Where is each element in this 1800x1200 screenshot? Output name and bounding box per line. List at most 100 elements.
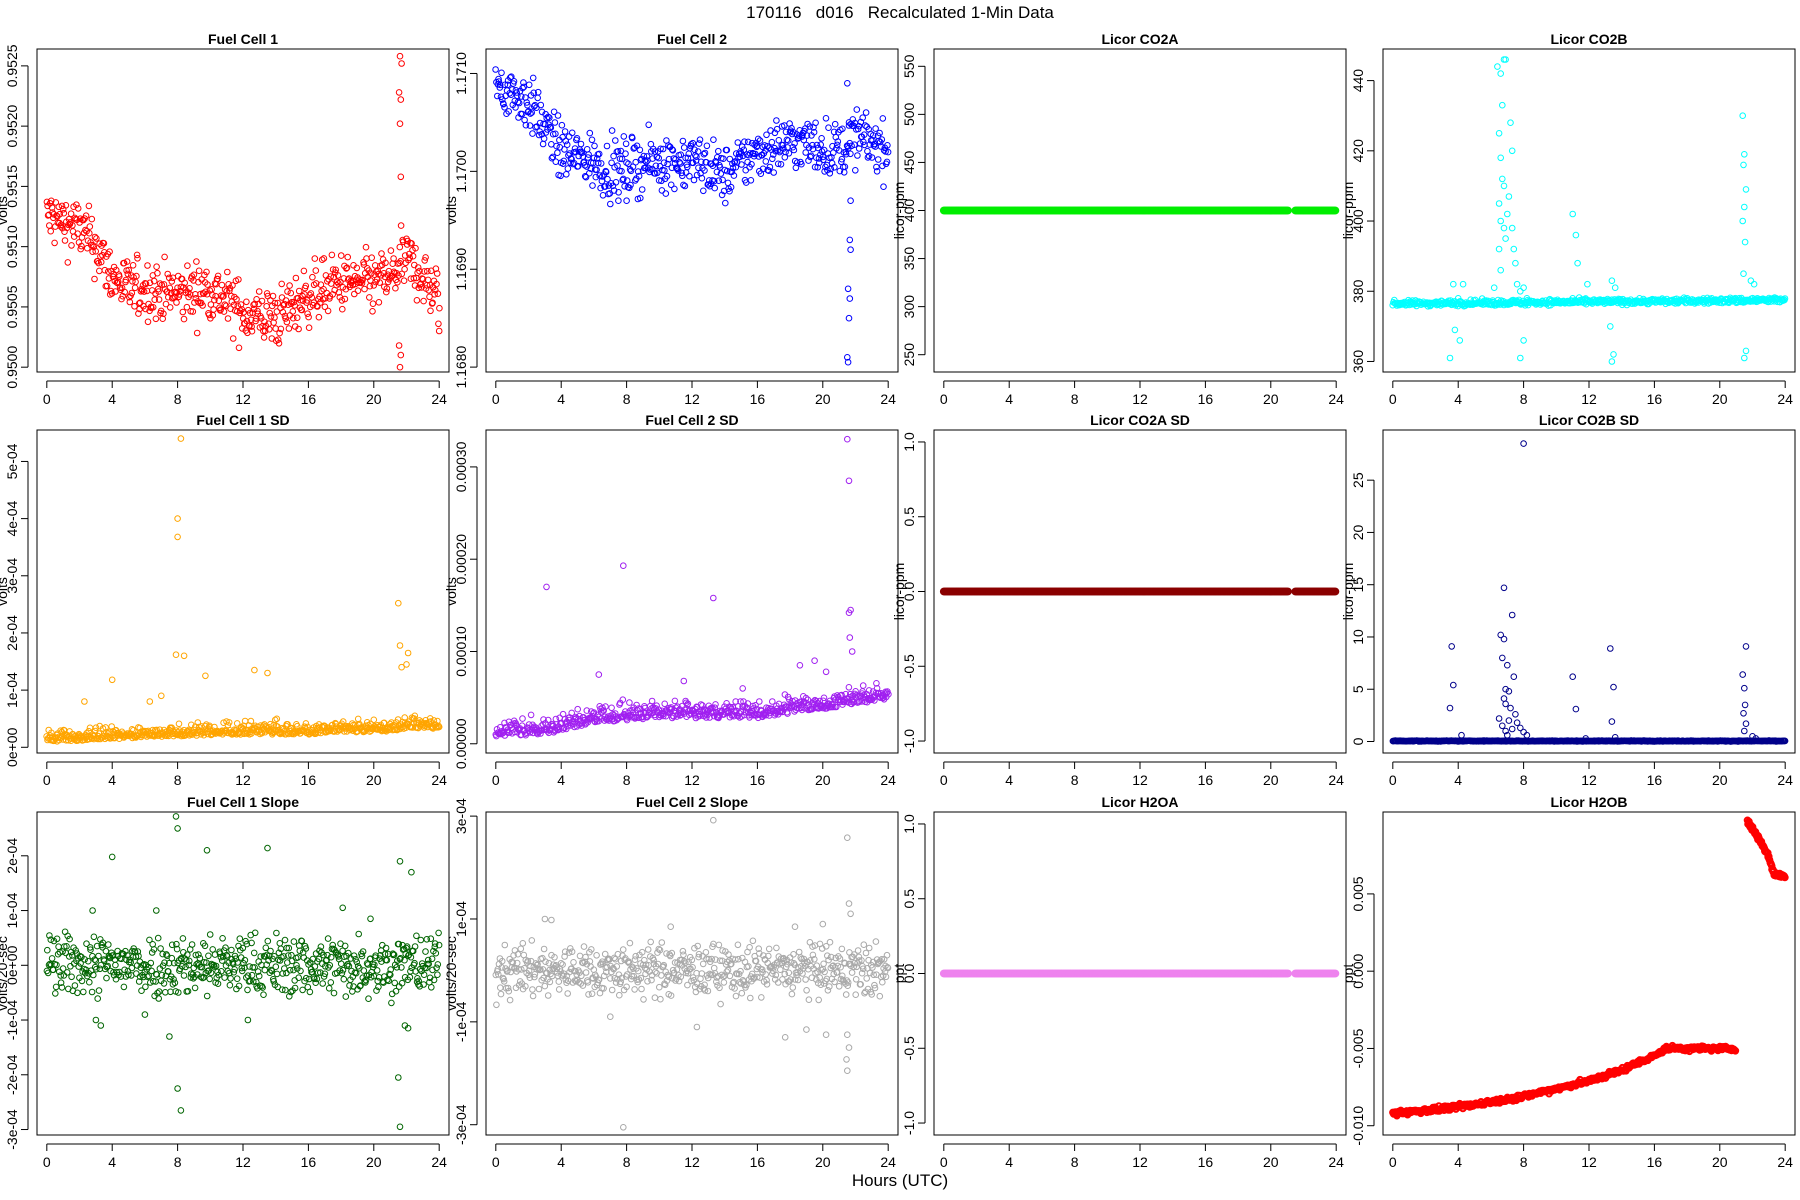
data-point <box>846 236 854 244</box>
data-point <box>838 155 846 163</box>
data-point <box>106 248 113 255</box>
data-point <box>658 187 666 194</box>
data-point <box>1499 654 1506 662</box>
data-point <box>730 172 738 179</box>
data-point <box>817 141 825 148</box>
data-point <box>283 318 291 326</box>
data-point <box>124 270 132 278</box>
data-point <box>853 106 861 113</box>
data-point <box>561 146 568 153</box>
data-point <box>323 289 331 297</box>
data-point <box>1741 701 1749 709</box>
y-tick-label: 1e-04 <box>4 892 20 928</box>
x-tick-label: 8 <box>1520 391 1528 407</box>
data-point <box>224 315 232 322</box>
data-point <box>581 162 589 169</box>
panel-title: Fuel Cell 1 Slope <box>187 794 299 810</box>
data-point <box>592 173 600 181</box>
data-point <box>100 240 108 247</box>
data-point <box>803 132 811 139</box>
data-point <box>109 273 117 281</box>
data-point <box>854 152 861 159</box>
data-point <box>68 242 75 249</box>
data-point <box>856 140 864 147</box>
data-point <box>421 268 428 275</box>
data-point <box>562 137 570 145</box>
data-point <box>608 704 615 712</box>
data-point <box>627 167 635 175</box>
data-point <box>554 149 561 156</box>
data-point <box>617 147 625 155</box>
data-point <box>1739 671 1746 678</box>
data-point <box>561 128 569 135</box>
x-tick-label: 12 <box>1581 391 1597 407</box>
data-point <box>748 161 755 168</box>
data-point <box>91 275 98 283</box>
data-point <box>1510 673 1518 681</box>
data-point <box>759 165 767 173</box>
data-point <box>282 315 289 322</box>
y-tick-label: 0.9525 <box>4 44 20 87</box>
data-point <box>668 146 676 153</box>
data-point <box>215 297 223 305</box>
data-point <box>585 151 592 158</box>
data-point <box>1513 719 1521 727</box>
data-point <box>224 268 231 276</box>
y-tick-label: 2e-04 <box>4 615 20 651</box>
data-point <box>366 294 373 301</box>
y-axis-label: volts/20-sec <box>0 936 10 1011</box>
data-point <box>51 239 58 247</box>
data-point <box>101 266 109 274</box>
data-point <box>857 118 865 126</box>
data-point <box>552 158 560 165</box>
x-tick-label: 16 <box>301 772 317 788</box>
data-point <box>220 308 228 315</box>
data-point <box>1497 154 1504 162</box>
x-tick-label: 16 <box>750 391 766 407</box>
data-point <box>180 315 188 323</box>
data-point <box>60 209 68 217</box>
data-point <box>235 344 243 352</box>
data-point <box>246 309 254 317</box>
data-point <box>811 657 818 665</box>
data-point <box>507 91 515 98</box>
data-point <box>408 240 415 247</box>
data-point <box>589 182 596 189</box>
data-point <box>591 142 598 150</box>
data-point <box>831 164 838 171</box>
y-tick-label: 2e-04 <box>4 838 20 874</box>
y-tick-label: 0.9500 <box>4 346 20 389</box>
data-point <box>248 327 256 335</box>
data-point <box>677 160 684 167</box>
data-point <box>872 125 879 132</box>
data-point <box>1607 323 1614 330</box>
data-point <box>783 136 791 144</box>
data-point <box>671 185 678 193</box>
data-point <box>520 79 527 86</box>
data-point <box>723 146 731 154</box>
data-point <box>275 340 283 347</box>
data-point <box>590 154 598 162</box>
data-points <box>43 813 443 1131</box>
data-point <box>662 190 670 197</box>
data-point <box>205 311 213 319</box>
plot-frame <box>933 48 1347 373</box>
x-tick-label: 0 <box>43 1154 51 1170</box>
data-point <box>1448 643 1455 650</box>
data-point <box>565 133 573 140</box>
data-point <box>657 145 664 153</box>
data-point <box>523 99 531 106</box>
x-tick-label: 24 <box>1777 772 1793 788</box>
data-point <box>207 301 215 308</box>
data-point <box>1572 705 1580 713</box>
data-point <box>333 281 340 289</box>
data-point <box>718 191 726 199</box>
plot-frame <box>1382 429 1796 754</box>
data-point <box>134 254 141 262</box>
data-point <box>527 110 534 117</box>
data-point <box>620 175 627 183</box>
data-point <box>634 168 642 175</box>
data-point <box>394 278 401 286</box>
data-point <box>661 700 669 708</box>
